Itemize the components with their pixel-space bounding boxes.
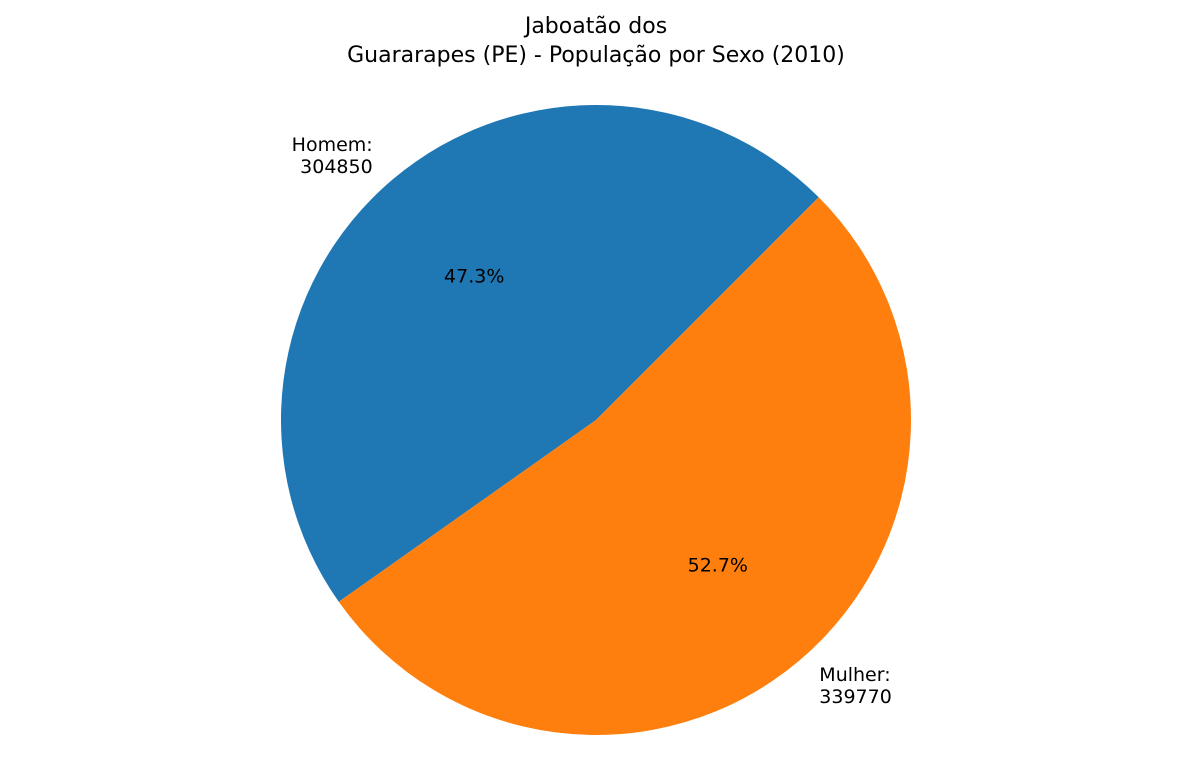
pie-slice-mulher: [338, 197, 911, 735]
slice-label-mulher: Mulher: 339770: [819, 664, 892, 708]
slice-label-line: 339770: [819, 686, 892, 708]
chart-title-line-2: Guararapes (PE) - População por Sexo (20…: [347, 43, 845, 68]
pie-slices: [280, 104, 911, 735]
chart-title: Jaboatão dos Guararapes (PE) - População…: [347, 14, 845, 68]
slice-label-homem: Homem: 304850: [292, 134, 373, 178]
slice-label-line: Homem:: [292, 134, 373, 156]
chart-title-line-1: Jaboatão dos: [523, 14, 667, 39]
pct-label-mulher: 52.7%: [688, 555, 748, 577]
pie-slice-homem: [280, 104, 819, 602]
pct-label-homem: 47.3%: [444, 265, 504, 287]
slice-label-line: 304850: [300, 156, 373, 178]
pie-labels: Homem: 304850 47.3% Mulher: 339770 52.7%: [292, 134, 892, 708]
slice-label-line: Mulher:: [819, 664, 890, 686]
